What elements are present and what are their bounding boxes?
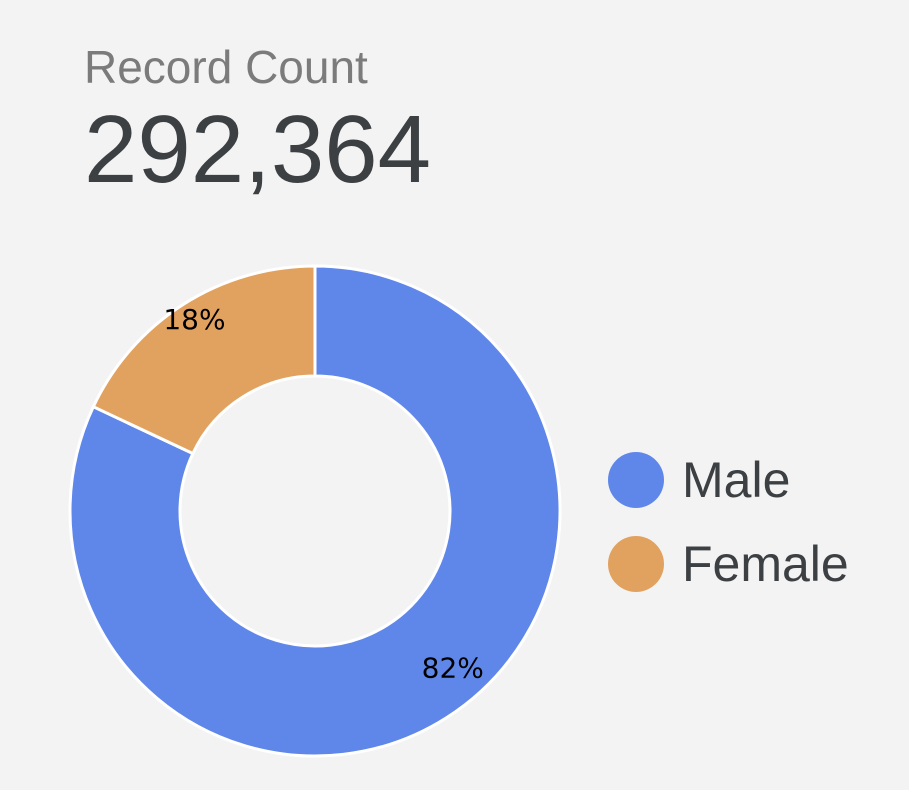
metric-value: 292,364 xyxy=(84,96,432,203)
record-count-scorecard: Record Count 292,364 xyxy=(84,44,431,198)
chart-legend: Male Female xyxy=(608,438,849,606)
donut-slice-female[interactable] xyxy=(91,264,317,456)
legend-label-female: Female xyxy=(682,536,849,592)
slice-label-male: 82% xyxy=(422,652,484,685)
slice-label-female: 18% xyxy=(163,303,225,336)
metric-label: Record Count xyxy=(84,41,368,93)
legend-swatch-female xyxy=(608,536,664,592)
legend-item-female[interactable]: Female xyxy=(608,522,849,606)
legend-swatch-male xyxy=(608,452,664,508)
legend-item-male[interactable]: Male xyxy=(608,438,849,522)
donut-slice-male[interactable] xyxy=(68,264,562,758)
legend-label-male: Male xyxy=(682,452,791,508)
